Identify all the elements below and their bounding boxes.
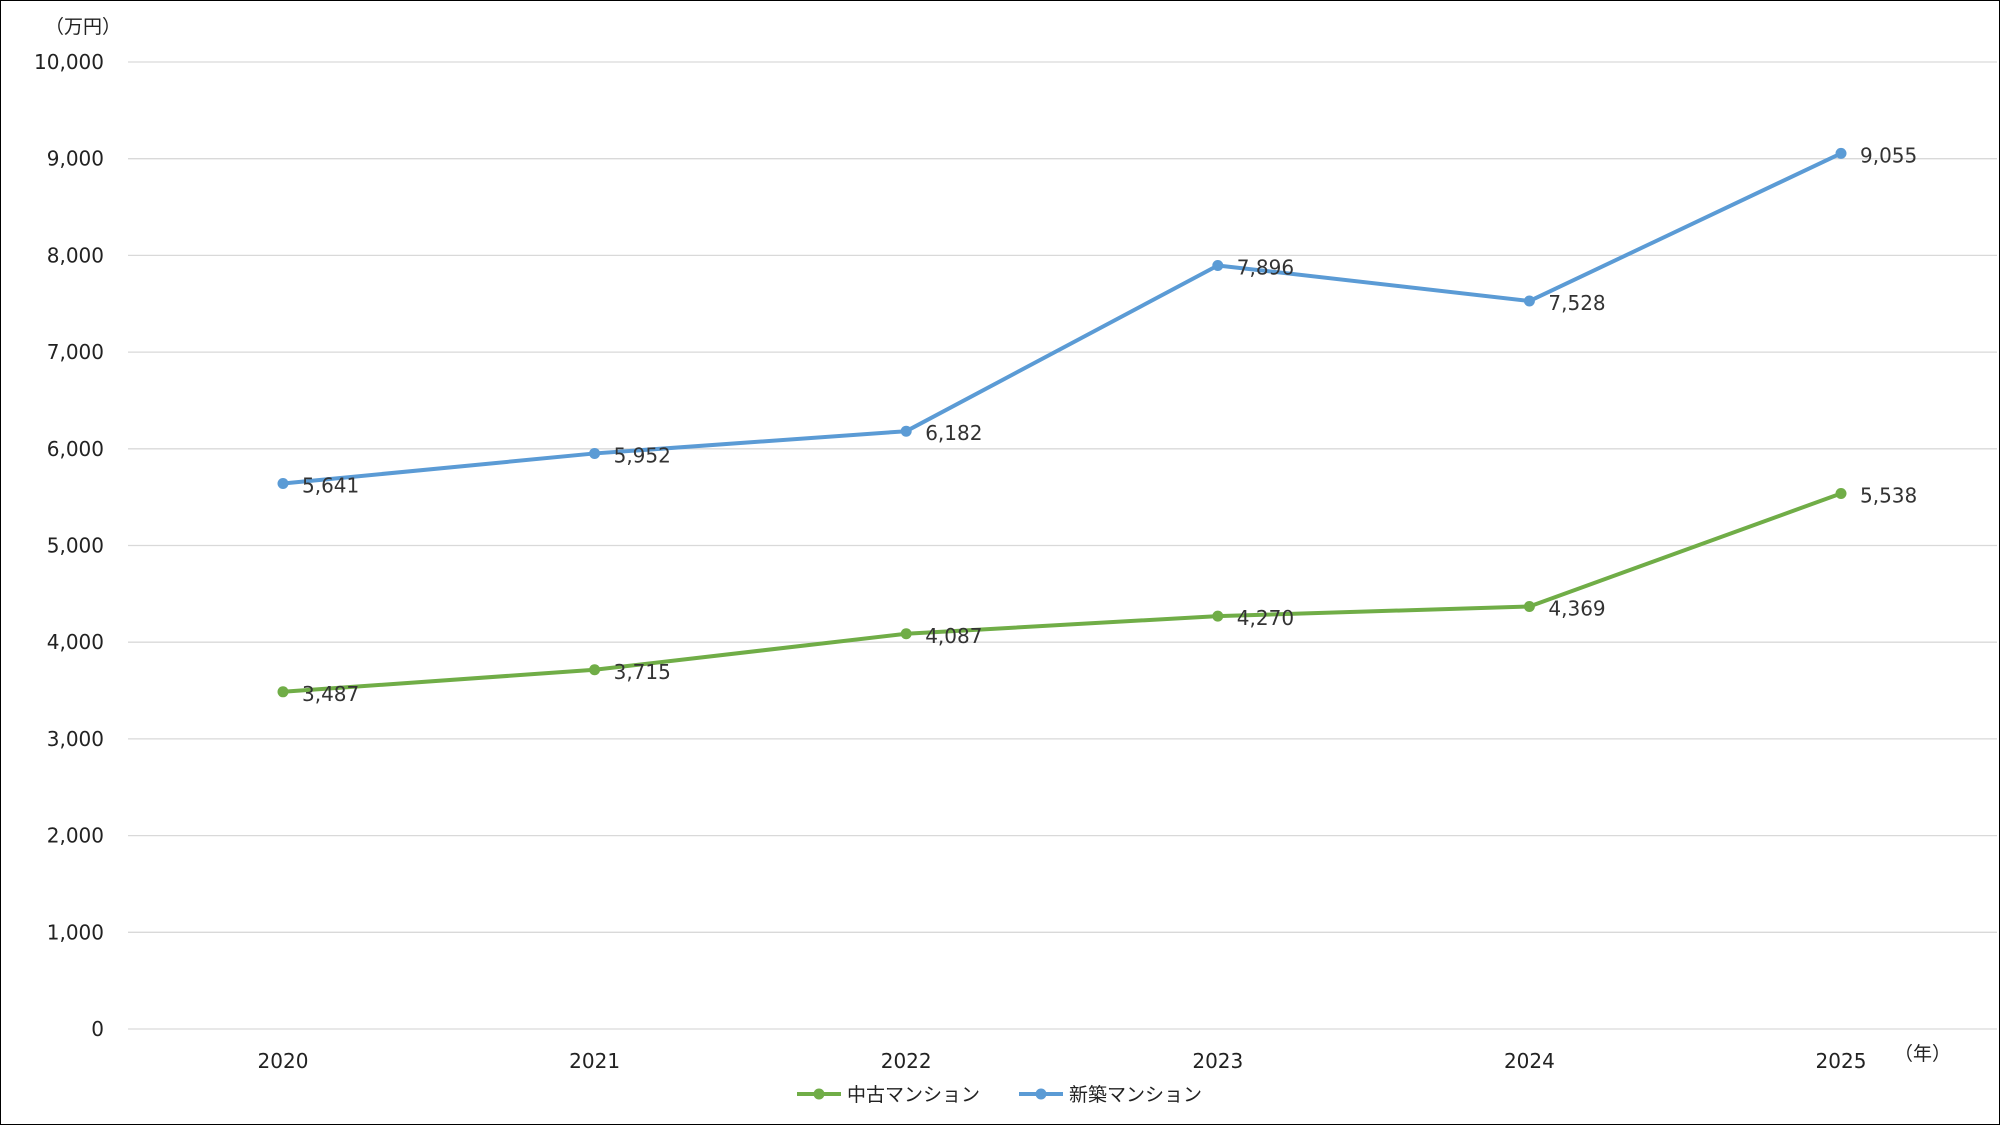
data-point [1212, 610, 1224, 622]
data-label: 4,270 [1237, 606, 1294, 630]
data-label: 4,087 [925, 624, 982, 648]
legend-label: 新築マンション [1069, 1084, 1202, 1106]
x-tick-label: 2024 [1504, 1049, 1555, 1073]
y-tick-label: 3,000 [47, 727, 104, 751]
data-point [1835, 147, 1847, 159]
x-axis-ticks: 2020 2021 2022 2023 2024 2025 [258, 1049, 1867, 1073]
data-point [1212, 259, 1224, 271]
data-label: 6,182 [925, 421, 982, 445]
data-point [589, 664, 601, 676]
x-tick-label: 2023 [1192, 1049, 1243, 1073]
y-tick-label: 5,000 [47, 534, 104, 558]
data-label: 7,528 [1548, 291, 1605, 315]
data-point [900, 628, 912, 640]
legend: 中古マンション 新築マンション [797, 1084, 1202, 1106]
series-line-2 [281, 151, 1843, 486]
y-tick-label: 8,000 [47, 243, 104, 267]
legend-label: 中古マンション [847, 1084, 980, 1106]
y-axis-ticks: 0 1,000 2,000 3,000 4,000 5,000 6,000 7,000 8,00… [34, 50, 104, 1041]
data-point [1835, 487, 1847, 499]
gridlines [128, 61, 1997, 1030]
data-label: 3,715 [614, 660, 671, 684]
data-point [277, 478, 289, 490]
x-tick-label: 2021 [569, 1049, 620, 1073]
series-line-1 [281, 491, 1843, 694]
y-tick-label: 2,000 [47, 824, 104, 848]
x-axis-unit: （年） [1894, 1043, 1951, 1065]
legend-swatch-marker [813, 1088, 825, 1100]
data-labels: 3,487 3,715 4,087 4,270 4,369 5,538 5,641 5,952… [302, 143, 1917, 705]
x-tick-label: 2025 [1816, 1049, 1867, 1073]
data-label: 5,641 [302, 474, 359, 498]
y-tick-label: 0 [91, 1017, 104, 1041]
data-point [1523, 295, 1535, 307]
y-tick-label: 1,000 [47, 920, 104, 944]
y-tick-label: 4,000 [47, 630, 104, 654]
data-label: 9,055 [1860, 143, 1917, 167]
data-label: 5,538 [1860, 483, 1917, 507]
y-tick-label: 10,000 [34, 50, 104, 74]
legend-swatch-marker [1035, 1088, 1047, 1100]
data-point [1523, 601, 1535, 613]
y-tick-label: 6,000 [47, 437, 104, 461]
series [277, 147, 1847, 698]
x-tick-label: 2022 [881, 1049, 932, 1073]
data-point [277, 686, 289, 698]
data-label: 3,487 [302, 682, 359, 706]
y-tick-label: 9,000 [47, 147, 104, 171]
data-label: 4,369 [1548, 597, 1605, 621]
y-tick-label: 7,000 [47, 340, 104, 364]
x-tick-label: 2020 [258, 1049, 309, 1073]
data-label: 5,952 [614, 443, 671, 467]
data-label: 7,896 [1237, 255, 1294, 279]
data-point [900, 425, 912, 437]
y-axis-unit: （万円） [45, 16, 121, 38]
data-point [589, 447, 601, 459]
